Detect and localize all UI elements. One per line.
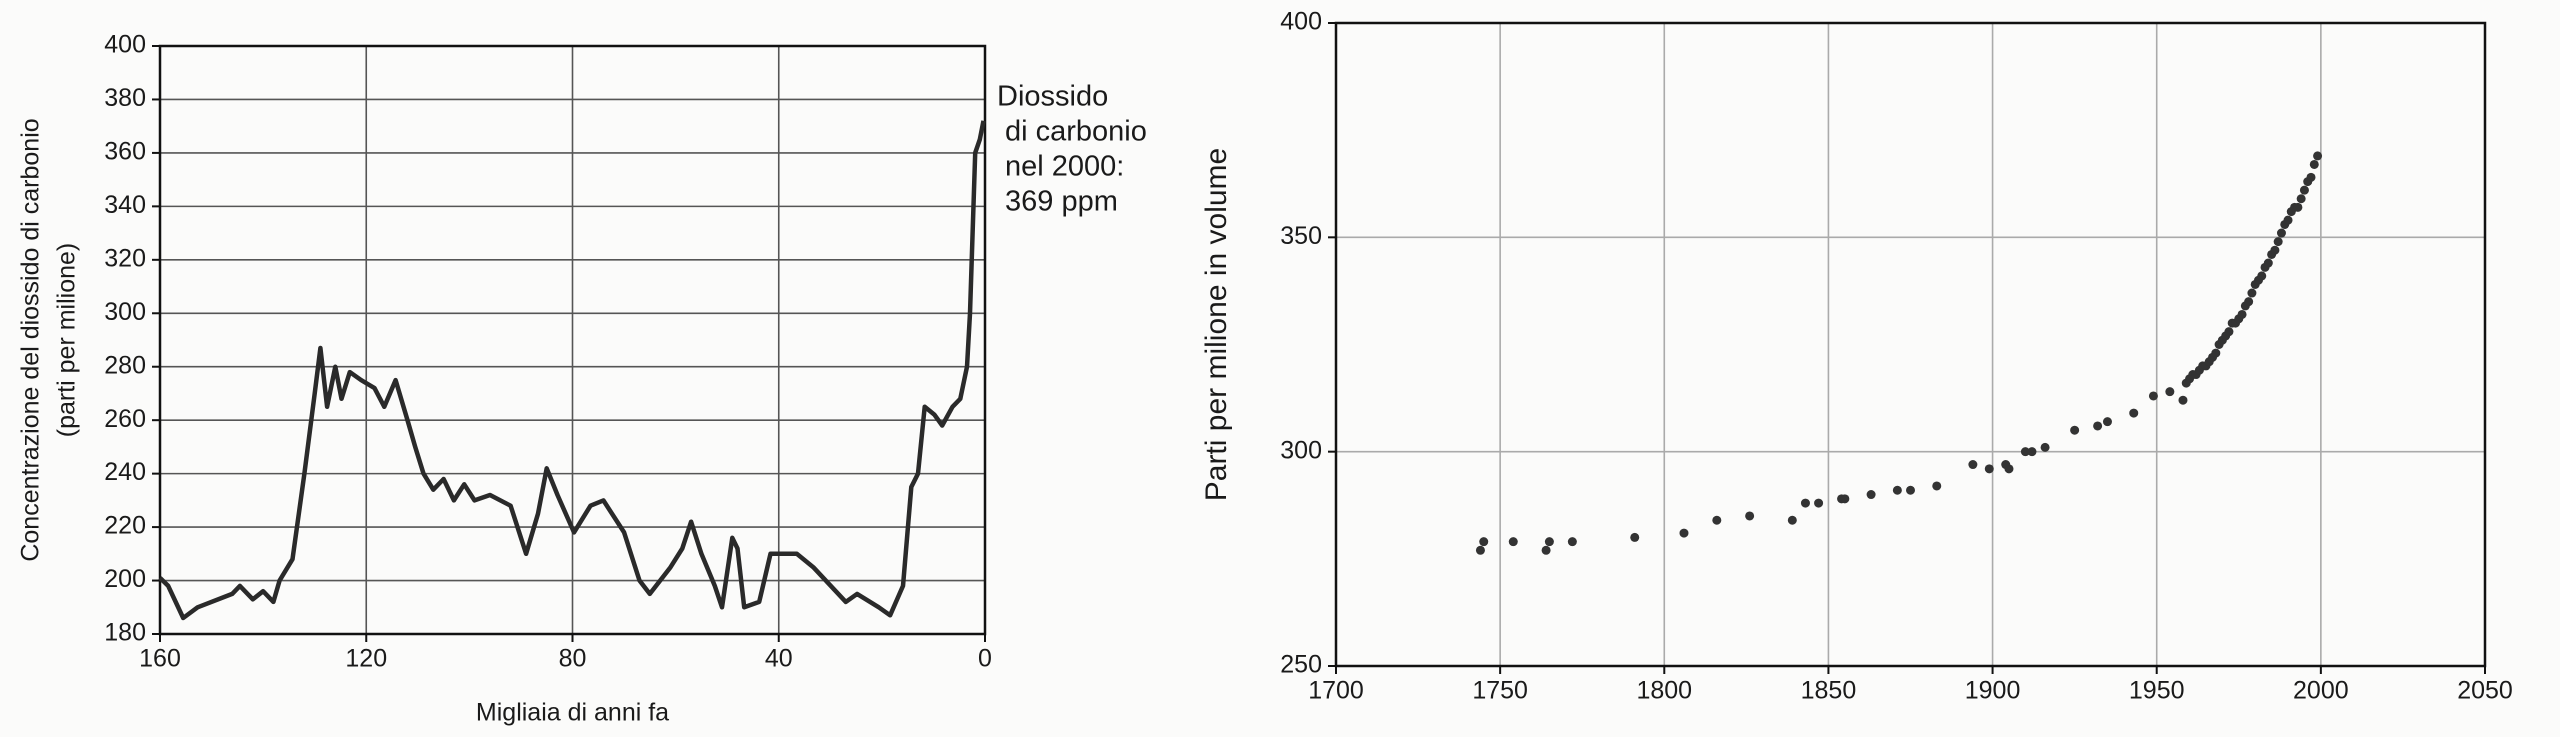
x-tick-label: 1950 [2129, 677, 2185, 705]
x-tick-label: 1700 [1308, 677, 1364, 705]
data-point [2178, 395, 2188, 405]
x-tick-label: 1900 [1965, 677, 2021, 705]
data-point [2247, 288, 2257, 298]
data-point [2129, 408, 2139, 418]
y-tick-label: 300 [104, 298, 146, 326]
chart: 250 300 350 400 1700 1750 1800 1850 1900 1950 2000… [1200, 8, 2513, 705]
data-point [2027, 447, 2037, 457]
y-tick-label: 280 [104, 351, 146, 379]
y-tick-label: 340 [104, 191, 146, 219]
data-line [158, 120, 986, 621]
x-tick-label: 0 [978, 645, 992, 673]
y-tick-label: 360 [104, 138, 146, 166]
data-point [2211, 348, 2221, 358]
data-point [1679, 528, 1689, 538]
data-point [2165, 387, 2175, 397]
data-point [1544, 537, 1554, 547]
plot-frame [1334, 21, 2487, 668]
data-point [1567, 537, 1577, 547]
y-tick-label: 380 [104, 84, 146, 112]
y-tick-label: 250 [1280, 651, 1322, 679]
y-tick-label: 240 [104, 458, 146, 486]
data-point [1712, 515, 1722, 525]
data-point [1787, 515, 1797, 525]
data-point [1508, 537, 1518, 547]
data-point [2270, 245, 2280, 255]
data-point [2020, 447, 2030, 457]
data-point [1968, 460, 1978, 470]
data-point [1892, 485, 1902, 495]
data-point [2257, 271, 2267, 281]
x-tick-label: 1800 [1636, 677, 1692, 705]
data-point [2313, 151, 2323, 161]
data-point [2004, 464, 2014, 474]
y-tick-label: 220 [104, 512, 146, 540]
annotation: nel 2000: [1005, 151, 1124, 183]
data-point [1745, 511, 1755, 521]
data-point [2296, 194, 2306, 204]
annotation: di carbonio [1005, 116, 1147, 148]
annotation: 369 ppm [1005, 186, 1118, 218]
y-axis-label: Concentrazione del diossido di carbonio [17, 118, 45, 561]
data-point [1814, 498, 1824, 508]
x-tick-label: 80 [559, 645, 587, 673]
data-point [2263, 258, 2273, 268]
y-tick-label: 300 [1280, 436, 1322, 464]
y-tick-label: 200 [104, 565, 146, 593]
data-point [1932, 481, 1942, 491]
x-tick-label: 1750 [1472, 677, 1528, 705]
data-point [2306, 172, 2316, 182]
data-point [2293, 202, 2303, 212]
data-point [1479, 537, 1489, 547]
x-tick-label: 160 [139, 645, 181, 673]
data-point [2040, 442, 2050, 452]
y-axis-label: (parti per milione) [53, 243, 81, 438]
data-point [2093, 421, 2103, 431]
data-point [2244, 297, 2254, 307]
data-point [2273, 237, 2283, 247]
x-axis-label: Migliaia di anni fa [476, 699, 669, 727]
y-tick-label: 260 [104, 405, 146, 433]
data-point [1840, 494, 1850, 504]
data-point [2148, 391, 2158, 401]
y-tick-label: 400 [1280, 8, 1322, 36]
data-point [2283, 215, 2293, 225]
y-tick-label: 180 [104, 619, 146, 647]
x-tick-label: 1850 [1801, 677, 1857, 705]
data-point [2224, 327, 2234, 337]
y-axis-label: Parti per milione in volume [1200, 148, 1233, 501]
x-tick-label: 120 [345, 645, 387, 673]
data-point [1800, 498, 1810, 508]
annotation: Diossido [997, 81, 1108, 113]
data-point [1906, 485, 1915, 495]
data-point [2299, 185, 2309, 195]
data-point [2237, 309, 2247, 319]
data-point [2309, 159, 2319, 169]
y-tick-label: 350 [1280, 222, 1322, 250]
data-point [2070, 425, 2080, 435]
data-point [1984, 464, 1994, 474]
data-point [1475, 545, 1485, 555]
x-tick-label: 40 [765, 645, 793, 673]
data-point [1866, 490, 1876, 500]
data-point [1630, 532, 1640, 542]
x-tick-label: 2000 [2293, 677, 2349, 705]
data-point [1541, 545, 1551, 555]
y-tick-label: 320 [104, 244, 146, 272]
plot-frame [158, 44, 987, 636]
x-tick-label: 2050 [2457, 677, 2513, 705]
data-point [2276, 228, 2286, 238]
y-tick-label: 400 [104, 31, 146, 59]
data-point [2102, 417, 2112, 427]
